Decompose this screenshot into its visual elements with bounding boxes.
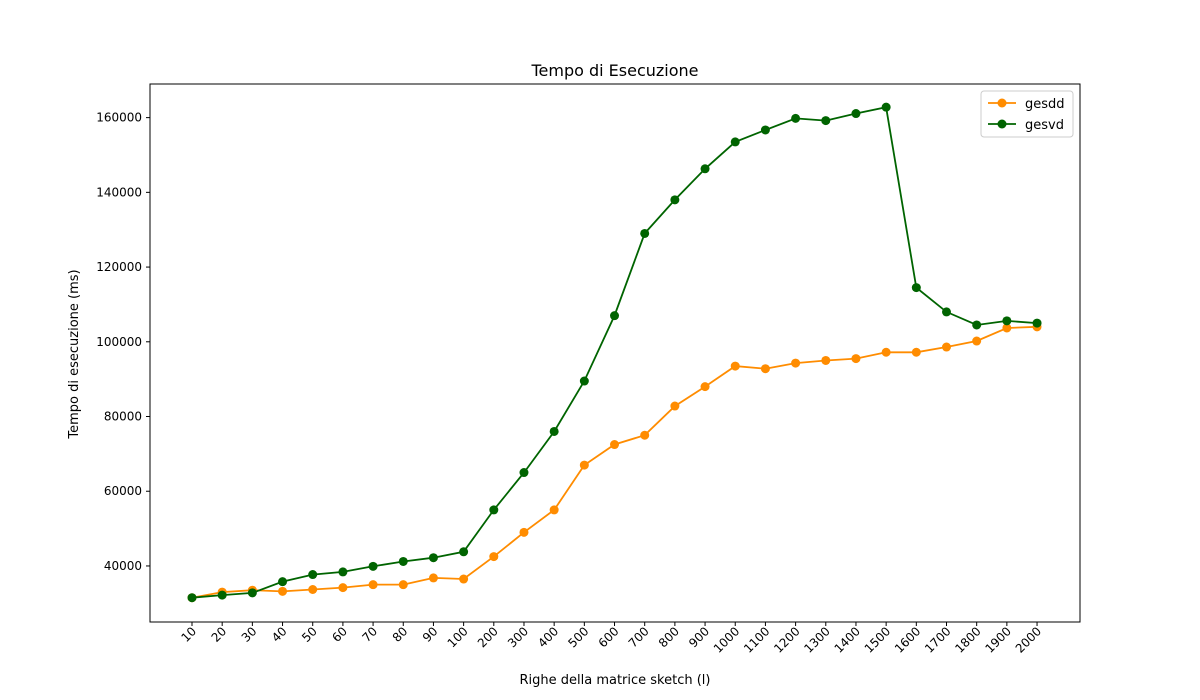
y-tick-label: 120000 — [96, 260, 142, 274]
data-point-gesvd — [459, 547, 469, 557]
data-point-gesvd — [489, 505, 499, 515]
legend-label-gesvd: gesvd — [1025, 118, 1064, 133]
data-point-gesdd — [459, 574, 469, 584]
data-point-gesvd — [972, 320, 982, 330]
data-point-gesdd — [610, 440, 620, 450]
data-point-gesdd — [579, 460, 589, 470]
legend: gesdd gesvd — [980, 90, 1074, 138]
y-tick-label: 80000 — [104, 410, 142, 424]
data-point-gesdd — [278, 586, 288, 596]
data-point-gesvd — [187, 593, 197, 603]
data-point-gesdd — [368, 580, 378, 590]
data-point-gesdd — [942, 342, 951, 352]
y-tick-label: 140000 — [96, 185, 142, 199]
data-point-gesdd — [308, 584, 318, 594]
data-point-gesvd — [398, 556, 408, 566]
data-point-gesvd — [700, 164, 710, 174]
data-point-gesdd — [640, 430, 650, 440]
data-point-gesvd — [1032, 318, 1042, 328]
data-point-gesvd — [881, 102, 891, 112]
legend-marker-gesvd — [997, 119, 1007, 129]
data-point-gesvd — [278, 577, 288, 587]
data-point-gesdd — [972, 336, 982, 346]
data-point-gesdd — [851, 354, 861, 364]
legend-marker-gesdd — [997, 98, 1007, 108]
y-axis-label: Tempo di esecuzione (ms) — [67, 269, 82, 439]
data-point-gesdd — [911, 347, 921, 357]
data-point-gesvd — [338, 567, 348, 577]
legend-label-gesdd: gesdd — [1025, 97, 1065, 112]
data-point-gesvd — [217, 590, 227, 600]
data-point-gesvd — [610, 311, 620, 321]
y-tick-label: 60000 — [104, 484, 142, 498]
data-point-gesdd — [489, 552, 499, 562]
data-point-gesvd — [821, 116, 831, 126]
data-point-gesvd — [428, 553, 438, 563]
data-point-gesdd — [760, 364, 770, 374]
data-point-gesvd — [368, 561, 378, 571]
data-point-gesdd — [670, 401, 680, 411]
data-point-gesdd — [791, 358, 801, 368]
x-axis-label: Righe della matrice sketch (l) — [519, 673, 710, 688]
y-tick-label: 100000 — [96, 335, 142, 349]
data-point-gesvd — [247, 588, 257, 598]
data-point-gesvd — [1002, 316, 1012, 326]
data-point-gesvd — [851, 109, 861, 119]
data-point-gesvd — [670, 195, 680, 205]
data-point-gesdd — [549, 505, 559, 515]
data-point-gesvd — [308, 570, 318, 580]
data-point-gesdd — [730, 361, 740, 371]
data-point-gesdd — [519, 527, 529, 537]
data-point-gesdd — [700, 382, 710, 392]
data-point-gesvd — [760, 125, 770, 135]
data-point-gesdd — [1002, 323, 1012, 333]
chart-title: Tempo di Esecuzione — [530, 61, 698, 80]
data-point-gesdd — [428, 573, 438, 583]
y-tick-label: 160000 — [96, 111, 142, 125]
data-point-gesvd — [640, 228, 650, 238]
data-point-gesvd — [911, 283, 921, 293]
data-point-gesvd — [519, 468, 529, 478]
y-tick-label: 40000 — [104, 559, 142, 573]
data-point-gesvd — [549, 426, 559, 436]
data-point-gesdd — [821, 355, 831, 365]
data-point-gesvd — [942, 307, 951, 317]
data-point-gesdd — [398, 580, 408, 590]
data-point-gesdd — [338, 583, 348, 593]
data-point-gesvd — [730, 137, 740, 147]
data-point-gesdd — [881, 347, 891, 357]
data-point-gesvd — [579, 376, 589, 386]
data-point-gesvd — [791, 113, 801, 123]
